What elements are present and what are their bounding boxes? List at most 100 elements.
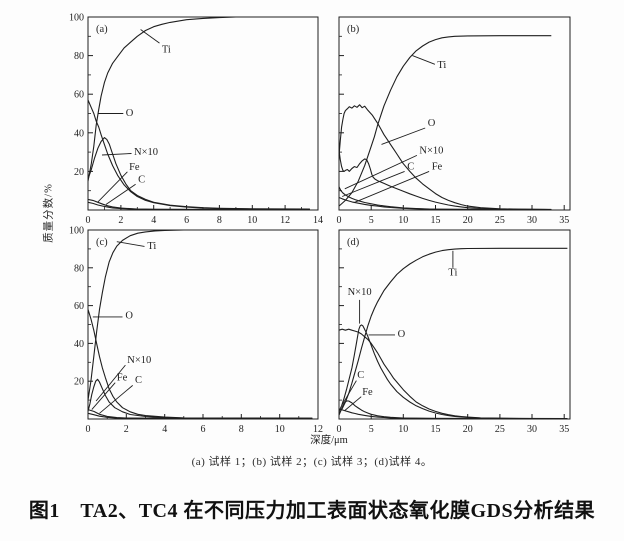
x-tick-label: 30 (527, 424, 537, 435)
x-tick-label: 15 (431, 215, 441, 226)
leader-line-Ti (140, 29, 160, 44)
panel-a: 0 2 4 6 8 10 12 14 20 40 60 80 100 (a) Ti O N×10 Fe C (69, 13, 323, 227)
series-Fe (338, 196, 552, 211)
series-O (87, 99, 310, 210)
x-tick-label: 35 (559, 215, 569, 226)
series-C (87, 412, 313, 419)
x-tick-label: 4 (162, 424, 167, 435)
panel-d: 0 5 10 15 20 25 30 35 (d) N×10 Ti O C Fe (337, 229, 571, 435)
y-tick-label: 80 (74, 263, 84, 274)
axes-box (338, 229, 571, 420)
y-axis-label: 质量分数/% (43, 183, 55, 243)
annotation-C: C (357, 370, 364, 381)
x-tick-label: 25 (495, 215, 505, 226)
series-Fe (338, 408, 568, 420)
panel-tag: (c) (96, 237, 108, 248)
x-tick-label: 5 (369, 424, 374, 435)
y-tick-label: 100 (69, 13, 84, 24)
leader-line-O (381, 127, 426, 145)
annotation-C: C (138, 175, 145, 186)
x-tick-label: 10 (398, 424, 408, 435)
series-O (87, 309, 313, 419)
x-tick-label: 25 (495, 424, 505, 435)
series-C (87, 201, 310, 211)
y-tick-label: 40 (74, 128, 84, 139)
annotation-N×10: N×10 (419, 146, 443, 157)
annotation-Ti: Ti (162, 45, 171, 56)
annotation-O: O (126, 108, 134, 119)
x-tick-label: 5 (369, 215, 374, 226)
annotation-Fe: Fe (129, 162, 140, 173)
panel-tag: (d) (347, 237, 360, 248)
annotation-C: C (407, 162, 414, 173)
leader-line-Fe (353, 170, 430, 204)
series-O (338, 328, 568, 420)
annotation-Ti: Ti (448, 267, 457, 278)
annotation-Fe: Fe (117, 372, 128, 383)
x-tick-label: 20 (463, 424, 473, 435)
leader-line-N×10 (101, 153, 132, 156)
subplot-caption: (a) 试样 1；(b) 试样 2；(c) 试样 3；(d)试样 4。 (191, 456, 433, 468)
series-Ti (87, 229, 313, 401)
annotation-Ti: Ti (437, 60, 446, 71)
x-tick-label: 0 (86, 424, 91, 435)
x-tick-label: 2 (124, 424, 129, 435)
y-tick-label: 60 (74, 90, 84, 101)
x-tick-label: 15 (431, 424, 441, 435)
y-tick-label: 100 (69, 226, 84, 237)
x-tick-label: 0 (337, 215, 342, 226)
leader-line-C (342, 170, 405, 197)
x-tick-label: 8 (217, 215, 222, 226)
x-tick-label: 6 (184, 215, 189, 226)
x-tick-label: 0 (86, 215, 91, 226)
x-tick-label: 12 (280, 215, 290, 226)
annotation-O: O (428, 118, 436, 129)
annotation-Fe: Fe (362, 387, 373, 398)
annotation-N×10: N×10 (134, 147, 158, 158)
series-Nx10 (338, 150, 552, 211)
leader-line-N×10 (344, 154, 418, 190)
y-tick-label: 20 (74, 377, 84, 388)
leader-line-Ti (116, 241, 145, 247)
leader-line-Fe (344, 396, 362, 411)
x-tick-label: 10 (275, 424, 285, 435)
leader-line-Ti (412, 55, 436, 65)
leader-line-N×10 (95, 364, 126, 402)
x-tick-label: 10 (247, 215, 257, 226)
panel-b: 0 5 10 15 20 25 30 35 (b) Ti O N×10 C Fe (337, 16, 571, 226)
x-tick-label: 35 (559, 424, 569, 435)
leader-line-C (105, 183, 136, 205)
figure-title: 图1 TA2、TC4 在不同压力加工表面状态氧化膜GDS分析结果 (28, 500, 596, 522)
annotation-Ti: Ti (147, 241, 156, 252)
annotation-O: O (398, 329, 406, 340)
annotation-N×10: N×10 (348, 287, 372, 298)
x-tick-label: 8 (239, 424, 244, 435)
y-tick-label: 20 (74, 167, 84, 178)
x-tick-label: 30 (527, 215, 537, 226)
x-tick-label: 6 (201, 424, 206, 435)
series-O (338, 104, 552, 210)
x-tick-label: 4 (151, 215, 156, 226)
series-Ti (87, 16, 310, 182)
leader-line-Fe (97, 171, 128, 203)
x-axis-label: 深度/μm (310, 435, 348, 446)
series-Ti (338, 247, 568, 414)
panel-tag: (a) (96, 24, 108, 35)
y-tick-label: 40 (74, 339, 84, 350)
panel-c: 0 2 4 6 8 10 12 20 40 60 80 100 (c) Ti O N×10 Fe C (69, 226, 323, 436)
leader-line-C (99, 385, 133, 414)
leader-line-C (342, 380, 357, 405)
axes-box (87, 229, 319, 420)
y-tick-label: 80 (74, 51, 84, 62)
annotation-N×10: N×10 (127, 355, 151, 366)
x-tick-label: 20 (463, 215, 473, 226)
series-Nx10 (338, 324, 568, 420)
x-tick-label: 14 (313, 215, 323, 226)
annotation-O: O (125, 310, 133, 321)
annotation-C: C (135, 375, 142, 386)
x-tick-label: 2 (118, 215, 123, 226)
leader-line-Fe (91, 382, 116, 410)
y-tick-label: 60 (74, 301, 84, 312)
